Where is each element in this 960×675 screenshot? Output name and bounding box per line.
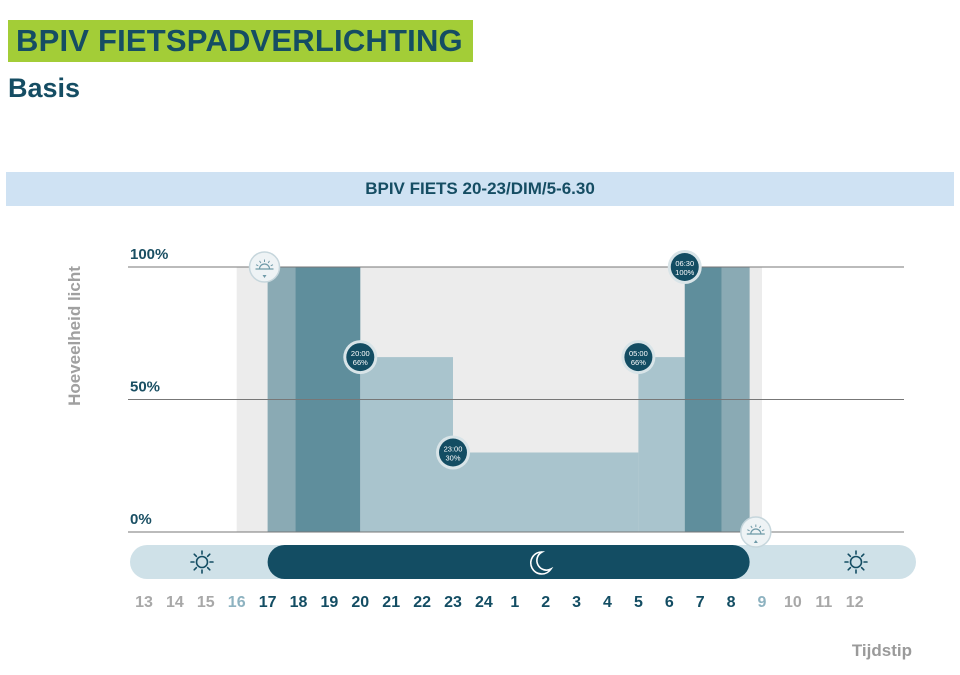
x-tick-label: 16 [228, 594, 246, 611]
sunrise-icon-ray [747, 529, 750, 532]
annotation-level: 66% [631, 358, 646, 367]
page-title: BPIV FIETSPADVERLICHTING [16, 23, 463, 58]
sunset-icon-arrow [262, 275, 267, 278]
sun-icon [844, 550, 868, 574]
sunrise-icon [740, 516, 772, 548]
x-tick-label: 12 [846, 594, 864, 611]
x-tick-label: 24 [475, 594, 493, 611]
sun-ray [847, 553, 852, 558]
annotation-bubble [624, 343, 653, 372]
night-band [267, 545, 750, 579]
sun-ray [860, 553, 865, 558]
chart-title: BPIV FIETS 20-23/DIM/5-6.30 [365, 179, 595, 198]
x-tick-label: 7 [696, 594, 705, 611]
title-banner: BPIV FIETSPADVERLICHTING [8, 20, 473, 62]
y-tick-label: 100% [130, 246, 168, 263]
x-tick-label: 23 [444, 594, 462, 611]
x-tick-label: 19 [321, 594, 339, 611]
annotation-bubble [346, 343, 375, 372]
x-tick-label: 14 [166, 594, 184, 611]
sun-icon [190, 550, 214, 574]
annotation-bubble [439, 438, 467, 467]
level-segment-2 [360, 357, 453, 532]
sun-ray [860, 566, 865, 571]
sunset-icon-ray [267, 260, 270, 264]
sunset-icon-ray [259, 260, 262, 264]
moon-icon [530, 551, 554, 575]
x-tick-label: 9 [758, 594, 767, 611]
annotation-level: 100% [675, 268, 695, 277]
y-tick-label: 0% [130, 511, 152, 528]
x-tick-label: 17 [259, 594, 277, 611]
annotation-time: 06:30 [675, 259, 694, 268]
x-axis-label: Tijdstip [852, 641, 912, 660]
sun-ray [193, 553, 198, 558]
annotation-level: 66% [353, 358, 368, 367]
x-tick-label: 5 [634, 594, 643, 611]
x-tick-label: 13 [135, 594, 153, 611]
sunrise-icon-arrow [753, 540, 758, 543]
x-tick-label: 18 [290, 594, 308, 611]
level-segment-4 [638, 357, 685, 532]
x-tick-label: 2 [541, 594, 550, 611]
annotation-time: 23:00 [444, 445, 463, 454]
x-tick-label: 11 [815, 594, 832, 611]
sun-ray [206, 553, 211, 558]
annotation-level: 30% [445, 454, 460, 463]
sun-core [849, 555, 863, 569]
sun-core [195, 555, 209, 569]
sun-ray [847, 566, 852, 571]
x-tick-label: 15 [197, 594, 215, 611]
y-axis-label: Hoeveelheid licht [65, 266, 84, 406]
sunset-icon-disc [248, 251, 281, 283]
page-subtitle: Basis [8, 73, 81, 103]
level-segment-3 [453, 452, 639, 532]
sunrise-icon-disc [740, 516, 772, 548]
sunrise-icon-ray [759, 525, 762, 529]
sunrise-icon-half-sun [750, 528, 762, 535]
annotation-time: 20:00 [351, 349, 370, 358]
sun-ray [206, 566, 211, 571]
x-tick-label: 3 [572, 594, 581, 611]
sun-ray [193, 566, 198, 571]
sunset-icon-half-sun [258, 263, 271, 270]
x-tick-label: 20 [351, 594, 369, 611]
x-tick-label: 8 [727, 594, 736, 611]
sunrise-icon-ray [750, 525, 753, 529]
x-tick-label: 10 [784, 594, 802, 611]
x-tick-label: 4 [603, 594, 612, 611]
sunset-icon-ray [270, 264, 274, 267]
sunrise-icon-ray [761, 529, 765, 532]
sunset-icon [248, 251, 281, 283]
x-tick-label: 21 [382, 594, 400, 611]
x-tick-label: 22 [413, 594, 431, 611]
y-tick-label: 50% [130, 379, 160, 396]
x-tick-label: 1 [510, 594, 519, 611]
chart-title-banner: BPIV FIETS 20-23/DIM/5-6.30 [6, 172, 954, 206]
annotation-bubble [670, 253, 699, 281]
sunset-icon-ray [255, 264, 259, 267]
x-tick-label: 6 [665, 594, 674, 611]
annotation-time: 05:00 [629, 349, 648, 358]
